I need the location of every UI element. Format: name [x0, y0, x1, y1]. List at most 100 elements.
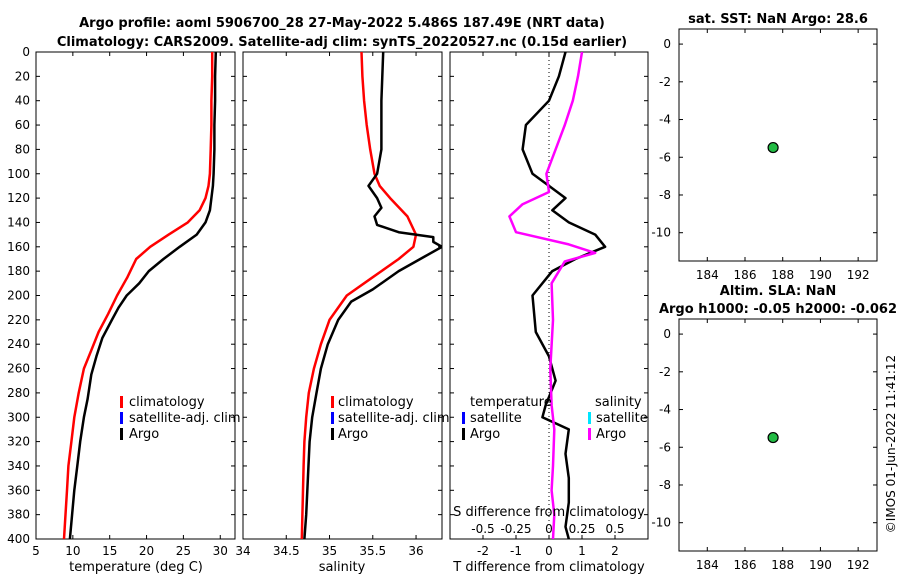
difference-legend: temperature satellite Argo salinity sate… [462, 395, 648, 442]
x-tick-label: 30 [213, 544, 228, 558]
series-line-s-argo [508, 52, 597, 539]
temperature-legend: climatology satellite-adj. clim Argo [120, 395, 241, 442]
x-tick-label: 2 [611, 544, 619, 558]
series-line-argo [303, 52, 442, 539]
lon-tick-label: 188 [771, 558, 794, 572]
depth-tick-label: 80 [15, 142, 30, 156]
temperature-xlabel: temperature (deg C) [69, 560, 203, 575]
lon-tick-label: 190 [809, 268, 832, 282]
series-line-argo [68, 52, 218, 539]
x-tick-label: 15 [102, 544, 117, 558]
depth-tick-label: 260 [7, 362, 30, 376]
lon-tick-label: 192 [847, 558, 870, 572]
depth-tick-label: 340 [7, 459, 30, 473]
s-diff-tick-label: 0.25 [569, 522, 596, 536]
legend-swatch-argo [331, 428, 334, 440]
x-tick-label: 36 [408, 544, 423, 558]
depth-tick-label: 360 [7, 483, 30, 497]
x-tick-label: 0 [545, 544, 553, 558]
lat-tick-label: -4 [659, 403, 671, 417]
sst-points [767, 141, 779, 154]
legend-swatch-t-argo [462, 428, 465, 440]
legend-title-temperature: temperature [470, 395, 552, 410]
s-difference-tick-labels: -0.5 -0.25 0 0.25 0.5 [471, 522, 624, 536]
sla-ticks: 0 -2 -4 -6 -8 -10 184 186 188 190 192 [651, 319, 877, 572]
difference-series [508, 52, 607, 539]
depth-tick-label: 20 [15, 69, 30, 83]
s-difference-label: S difference from climatology [453, 505, 645, 520]
depth-tick-label: 60 [15, 118, 30, 132]
sst-panel: sat. SST: NaN Argo: 28.6 0 -2 -4 -6 -8 -10 184… [651, 12, 878, 282]
depth-tick-label: 160 [7, 240, 30, 254]
legend-swatch-t-satellite [462, 412, 465, 424]
salinity-xlabel: salinity [319, 560, 366, 575]
legend-swatch-satellite-adj [331, 412, 334, 424]
temperature-x-ticks: 5 10 15 20 25 30 [32, 52, 228, 558]
legend-label-satellite-adj: satellite-adj. clim [129, 411, 241, 426]
depth-tick-label: 120 [7, 191, 30, 205]
legend-swatch-satellite-adj [120, 412, 123, 424]
legend-label-s-satellite: satellite [596, 411, 648, 426]
depth-tick-label: 40 [15, 94, 30, 108]
x-tick-label: 35 [322, 544, 337, 558]
depth-tick-label: 180 [7, 264, 30, 278]
legend-label-t-satellite: satellite [470, 411, 522, 426]
s-diff-tick-label: 0.5 [605, 522, 624, 536]
legend-label-argo: Argo [129, 427, 159, 442]
salinity-panel: 34 34.5 35 35.5 36 salinity climatology sate… [235, 51, 450, 575]
lat-tick-label: -8 [659, 478, 671, 492]
x-tick-label: 20 [139, 544, 154, 558]
lat-tick-label: -10 [651, 516, 671, 530]
x-tick-label: 1 [578, 544, 586, 558]
t-difference-x-ticks: -2 -1 0 1 2 [477, 52, 619, 558]
salinity-axes-box [242, 51, 443, 540]
legend-swatch-climatology [120, 396, 123, 408]
sst-title: sat. SST: NaN Argo: 28.6 [688, 12, 868, 27]
lon-tick-label: 186 [734, 268, 757, 282]
lat-tick-label: -8 [659, 188, 671, 202]
argo-location-marker [767, 431, 779, 444]
x-tick-label: 25 [176, 544, 191, 558]
lon-tick-label: 190 [809, 558, 832, 572]
legend-label-climatology: climatology [129, 395, 205, 410]
difference-y-tick-marks [450, 51, 648, 540]
x-tick-label: 10 [65, 544, 80, 558]
lat-tick-label: -4 [659, 113, 671, 127]
s-diff-tick-label: -0.5 [471, 522, 494, 536]
difference-panel: -2 -1 0 1 2 S difference from climatology -0… [449, 51, 649, 575]
sla-axes-box [678, 318, 878, 552]
s-diff-tick-label: 0 [545, 522, 553, 536]
x-tick-label: 35.5 [359, 544, 386, 558]
legend-swatch-climatology [331, 396, 334, 408]
timestamp-watermark: ©IMOS 01-Jun-2022 11:41:12 [884, 355, 898, 533]
lat-tick-label: -2 [659, 365, 671, 379]
x-tick-label: 34.5 [273, 544, 300, 558]
depth-tick-label: 0 [22, 45, 30, 59]
temperature-panel: 0 20 40 60 80 100 120 140 160 180 200 220 240 260 280 3… [7, 45, 241, 575]
legend-label-argo: Argo [338, 427, 368, 442]
lon-tick-label: 186 [734, 558, 757, 572]
salinity-series [300, 52, 442, 539]
x-tick-label: 34 [235, 544, 250, 558]
sst-axes-box [678, 28, 878, 262]
depth-tick-label: 400 [7, 532, 30, 546]
sla-points [767, 431, 779, 444]
depth-tick-label: 140 [7, 215, 30, 229]
lat-tick-label: 0 [663, 37, 671, 51]
sla-title-line1: Altim. SLA: NaN [720, 284, 836, 299]
depth-tick-label: 300 [7, 410, 30, 424]
salinity-legend: climatology satellite-adj. clim Argo [331, 395, 450, 442]
lon-tick-label: 188 [771, 268, 794, 282]
depth-tick-label: 200 [7, 289, 30, 303]
depth-tick-label: 280 [7, 386, 30, 400]
lat-tick-label: 0 [663, 327, 671, 341]
legend-swatch-s-argo [588, 428, 591, 440]
argo-location-marker [767, 141, 779, 154]
depth-tick-label: 380 [7, 508, 30, 522]
legend-label-climatology: climatology [338, 395, 414, 410]
difference-axes-box [449, 51, 649, 540]
lon-tick-label: 192 [847, 268, 870, 282]
depth-tick-label: 320 [7, 435, 30, 449]
x-tick-label: 5 [32, 544, 40, 558]
